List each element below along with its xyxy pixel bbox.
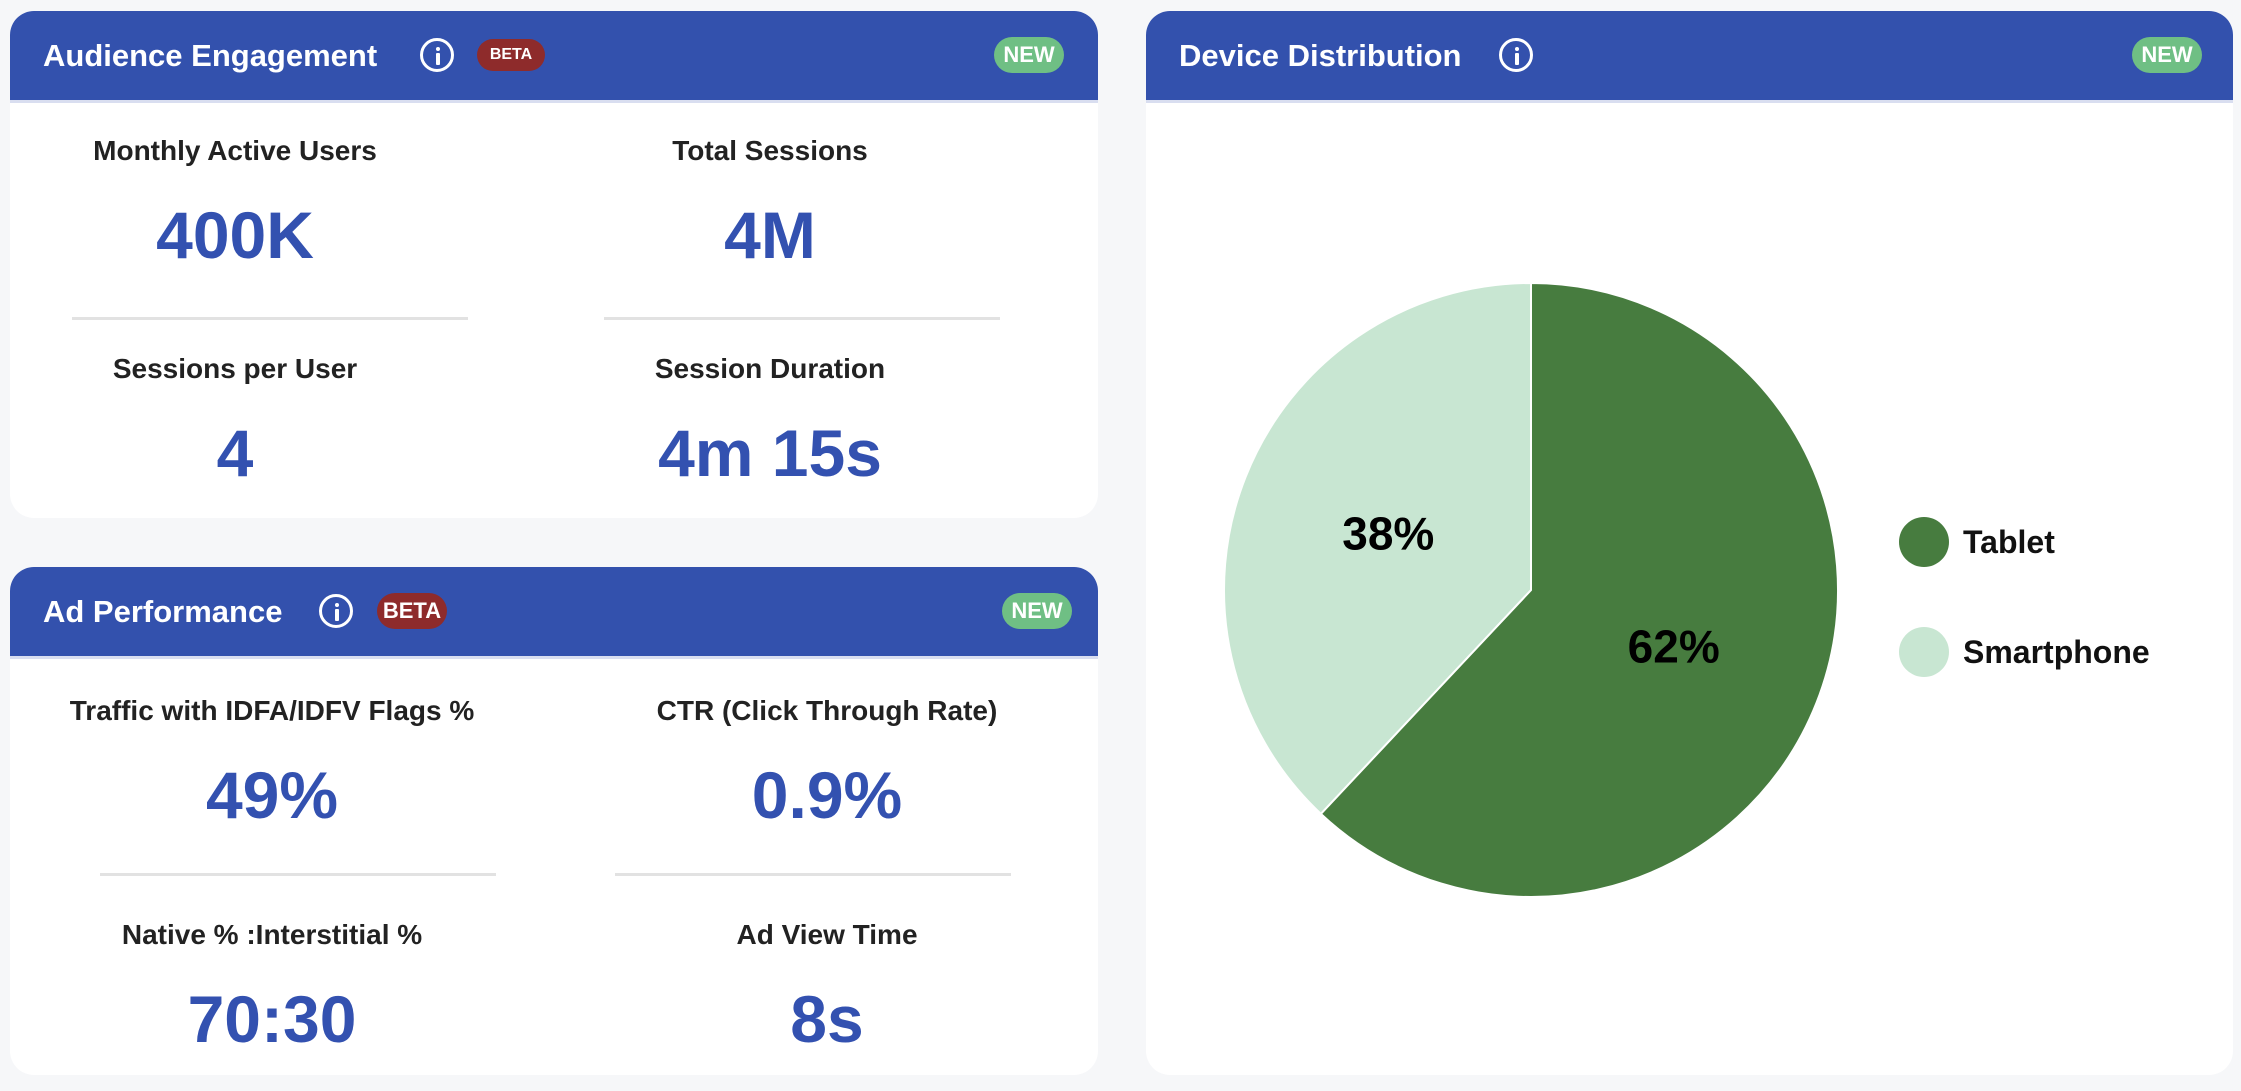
- new-badge: NEW: [994, 37, 1064, 73]
- stat-value: 49%: [205, 758, 339, 832]
- audience-engagement-card: Audience Engagement BETA NEW Monthly Act…: [10, 11, 1098, 518]
- ad-performance-header: Ad Performance BETA NEW: [10, 567, 1098, 659]
- pie-label-tablet: 62%: [1628, 621, 1720, 673]
- device-pie-chart: 62% 38%: [1223, 281, 1839, 898]
- legend-label: Smartphone: [1963, 634, 2150, 670]
- stat-label: Monthly Active Users: [93, 135, 377, 166]
- pie-slice-tablet[interactable]: [1319, 281, 1839, 898]
- stat-value: 400K: [156, 198, 314, 272]
- stat-label: Sessions per User: [112, 353, 358, 384]
- device-distribution-title: Device Distribution: [1179, 38, 1462, 73]
- new-badge: NEW: [1002, 593, 1072, 629]
- ad-performance-title: Ad Performance: [43, 594, 283, 629]
- legend-label: Tablet: [1963, 524, 2055, 560]
- beta-badge: BETA: [477, 39, 545, 71]
- divider: [604, 317, 1000, 320]
- legend-swatch-icon: [1899, 517, 1949, 567]
- audience-engagement-header: Audience Engagement BETA NEW: [10, 11, 1098, 103]
- stat-label: CTR (Click Through Rate): [656, 695, 998, 726]
- beta-badge: BETA: [377, 593, 447, 629]
- new-badge: NEW: [2132, 37, 2202, 73]
- info-circle-icon[interactable]: [319, 594, 353, 628]
- info-circle-icon[interactable]: [420, 38, 454, 72]
- divider: [615, 873, 1011, 876]
- stat-value: 4m 15s: [658, 416, 882, 490]
- stat-value: 4: [216, 416, 254, 490]
- stat-value: 4M: [724, 198, 816, 272]
- device-distribution-card: Device Distribution NEW 62% 38% Tablet Sma…: [1146, 11, 2233, 1075]
- stat-value: 0.9%: [751, 758, 903, 832]
- stat-label: Ad View Time: [736, 919, 918, 950]
- divider: [72, 317, 468, 320]
- stat-label: Session Duration: [654, 353, 886, 384]
- pie-label-smartphone: 38%: [1342, 507, 1434, 559]
- device-distribution-header: Device Distribution NEW: [1146, 11, 2233, 103]
- legend-swatch-icon: [1899, 627, 1949, 677]
- audience-engagement-title: Audience Engagement: [43, 38, 378, 73]
- stat-label: Total Sessions: [672, 135, 868, 166]
- info-circle-icon[interactable]: [1499, 38, 1533, 72]
- stat-label: Traffic with IDFA/IDFV Flags %: [69, 695, 475, 726]
- ad-performance-card: Ad Performance BETA NEW Traffic with IDF…: [10, 567, 1098, 1075]
- stat-value: 8s: [790, 982, 864, 1056]
- stat-label: Native % :Interstitial %: [121, 919, 423, 950]
- pie-slice-smartphone[interactable]: [1223, 281, 1532, 816]
- divider: [100, 873, 496, 876]
- stat-value: 70:30: [187, 982, 357, 1056]
